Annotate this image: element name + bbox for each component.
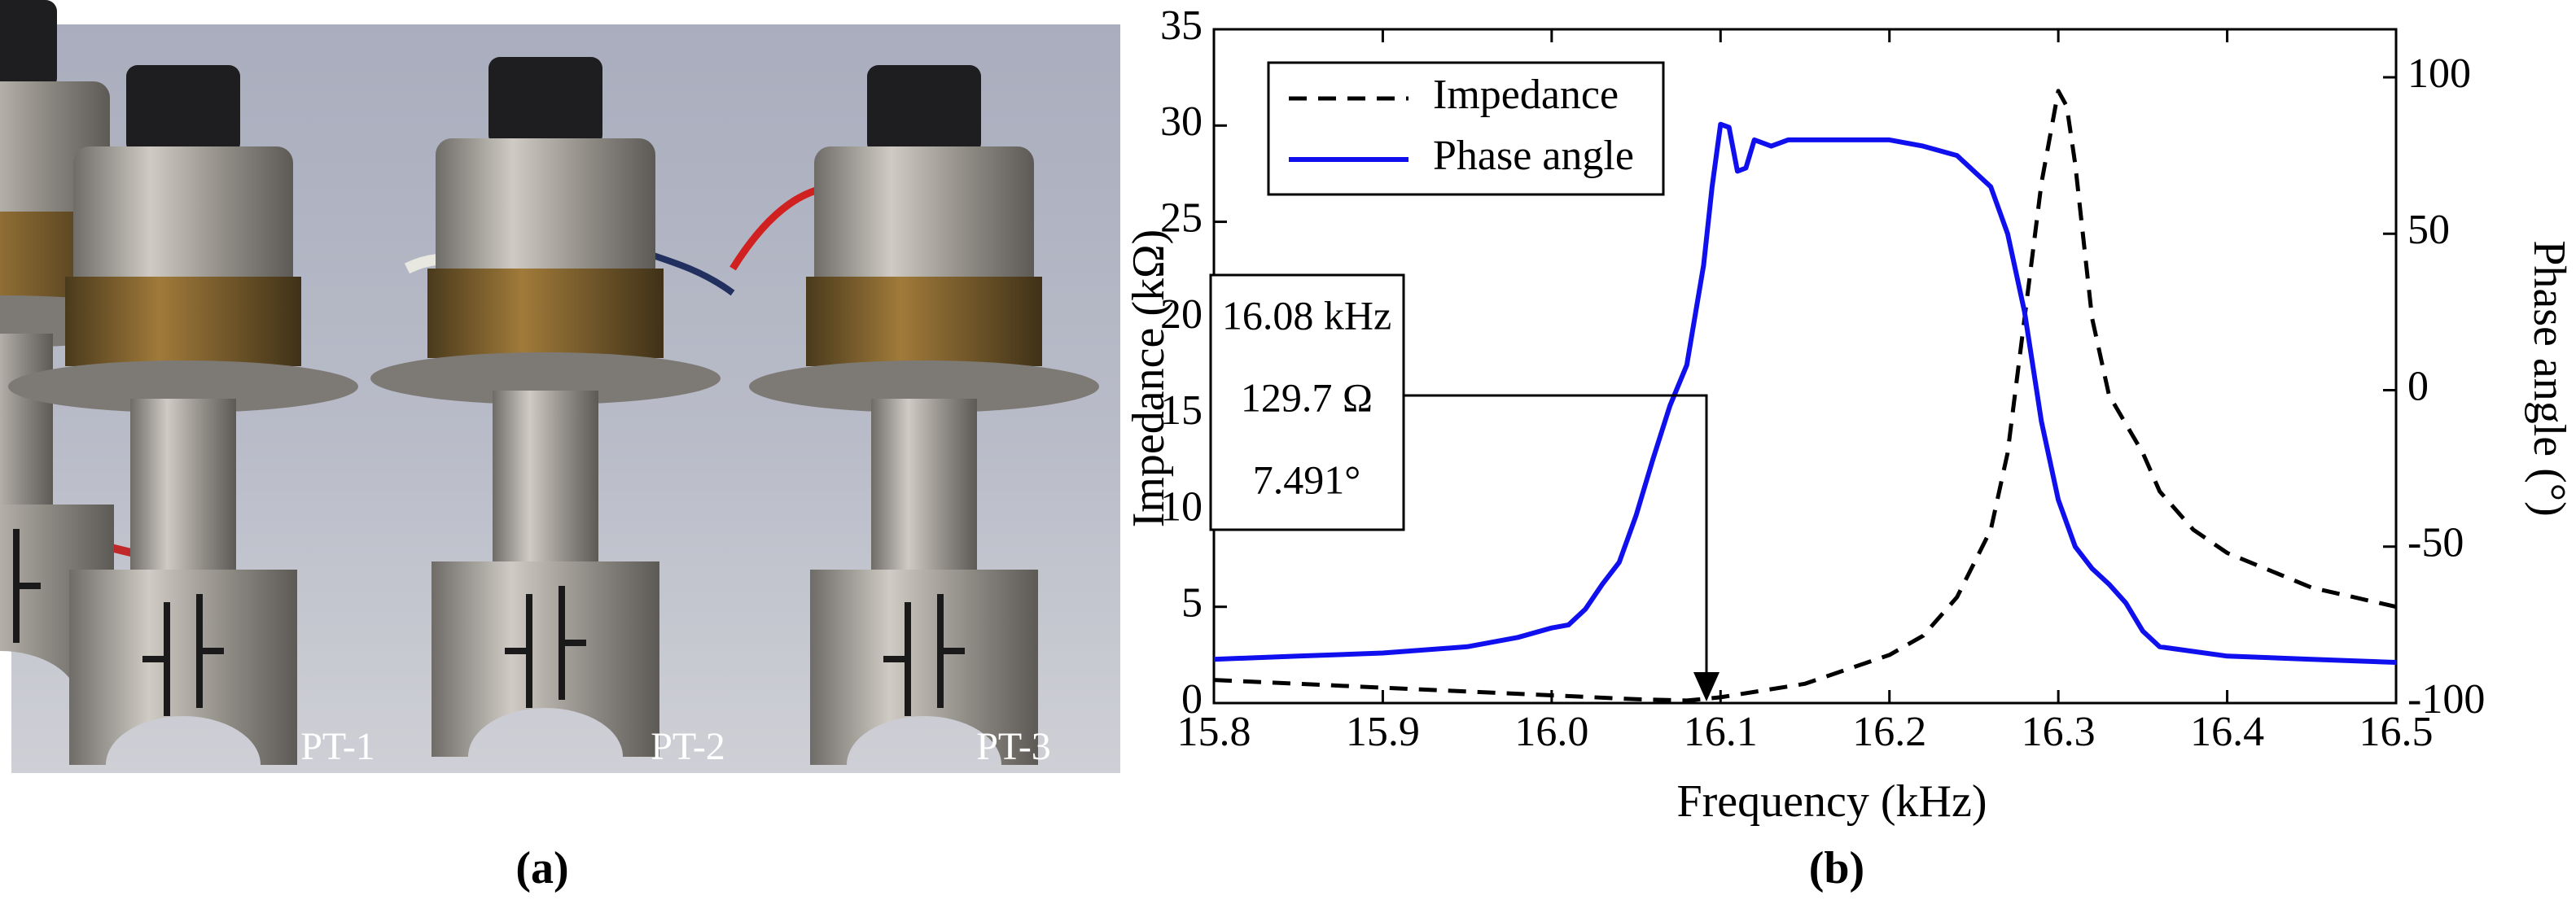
y-tick-label: 15 [1160, 387, 1203, 434]
x-tick-label: 15.8 [1177, 709, 1251, 755]
y2-tick-label: -100 [2407, 676, 2485, 723]
y2-tick-label: -50 [2407, 520, 2464, 566]
x-tick-label: 16.2 [1852, 709, 1926, 755]
annotation-text: 129.7 Ω [1241, 374, 1373, 420]
y-tick-label: 10 [1160, 483, 1203, 530]
x-axis-title: Frequency (kHz) [1677, 776, 1987, 827]
x-tick-label: 16.5 [2359, 709, 2434, 755]
y-tick-label: 20 [1160, 291, 1203, 338]
y-tick-label: 0 [1181, 676, 1203, 723]
annotation-arrow [1404, 394, 1708, 684]
legend-label: Phase angle [1433, 133, 1634, 179]
photo-label: PT-2 [651, 725, 725, 768]
legend: Impedance Phase angle [1267, 61, 1665, 196]
x-tick-label: 16.0 [1514, 709, 1588, 755]
annotation-text: 16.08 kHz [1222, 292, 1391, 338]
caption: (b) [1809, 843, 1864, 893]
caption: (a) [515, 843, 568, 893]
y-tick-label: 35 [1160, 2, 1203, 49]
photo: PT-1 PT-2 PT-3 [0, 0, 1120, 773]
legend-label: Impedance [1433, 72, 1619, 118]
y-tick-label: 30 [1160, 98, 1203, 145]
photo-label: PT-1 [300, 725, 375, 768]
y2-tick-label: 0 [2407, 363, 2429, 409]
y2-axis-title: Phase angle (°) [2524, 240, 2574, 517]
annotation-text: 7.491° [1253, 456, 1361, 502]
photo-label: PT-3 [976, 725, 1051, 768]
x-tick-label: 15.9 [1346, 709, 1420, 755]
y2-tick-label: 50 [2407, 207, 2450, 253]
y-tick-label: 25 [1160, 195, 1203, 242]
legend-box [1267, 61, 1665, 196]
annotation-box [1209, 273, 1405, 531]
y-tick-label: 5 [1181, 580, 1203, 627]
y-axis-title: Impedance (kΩ) [1124, 229, 1174, 528]
chart: Frequency (kHz) Impedance (kΩ) Phase ang… [1124, 2, 2574, 827]
data-line [1213, 121, 2397, 665]
annotation: 16.08 kHz 129.7 Ω 7.491° [1209, 273, 1720, 701]
x-tick-label: 16.4 [2190, 709, 2264, 755]
y2-tick-label: 100 [2407, 50, 2471, 97]
arrow-head [1693, 672, 1720, 701]
x-tick-label: 16.3 [2022, 709, 2096, 755]
x-tick-label: 16.1 [1684, 709, 1758, 755]
